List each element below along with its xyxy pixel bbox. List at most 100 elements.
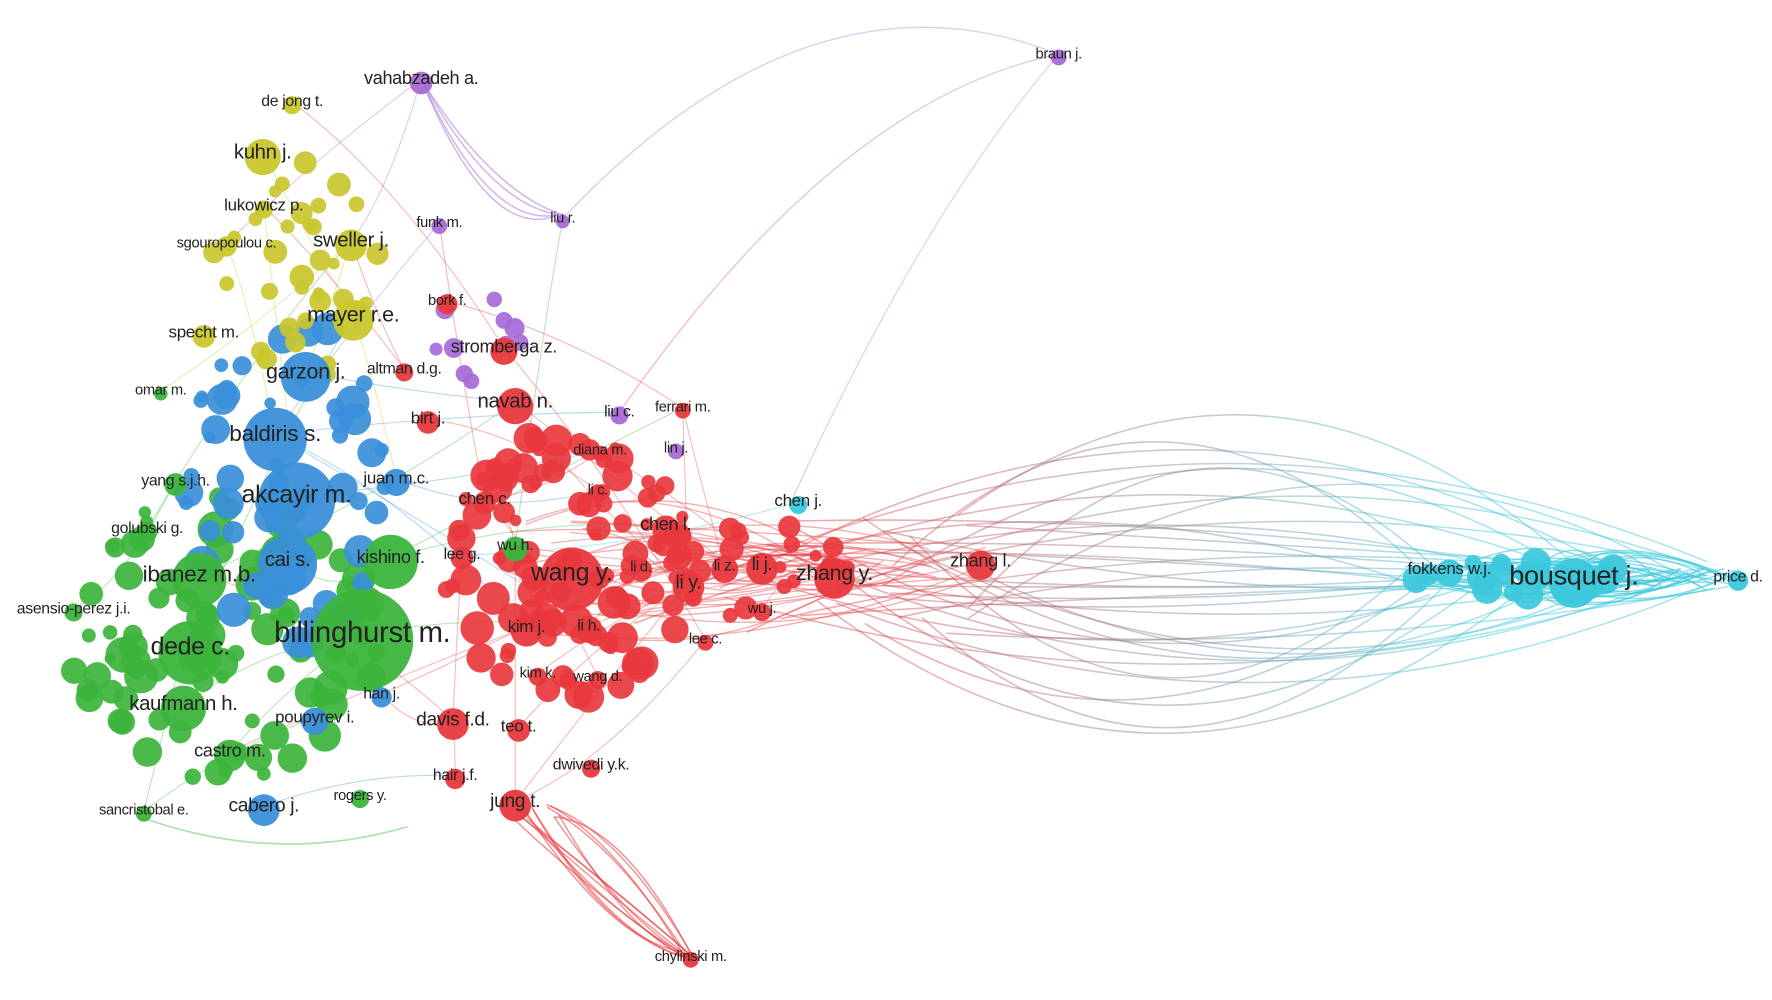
link (883, 467, 1601, 593)
node-label: billinghurst m. (274, 616, 450, 649)
node (132, 737, 163, 767)
node (476, 471, 491, 487)
node (148, 587, 170, 609)
link (515, 820, 684, 958)
node (429, 342, 443, 356)
node-label: lukowicz p. (224, 196, 303, 215)
node (443, 338, 464, 358)
node-label: hair j.f. (433, 767, 478, 784)
link (630, 543, 818, 592)
node-label: wang y. (530, 559, 613, 587)
node-label: dwivedi y.k. (553, 757, 630, 774)
node (293, 151, 317, 175)
node-label: yang s.j.h. (141, 473, 209, 490)
node-label: fokkens w.j. (1407, 559, 1491, 578)
node-label: han j. (363, 685, 400, 702)
node-label: wu j. (747, 601, 777, 617)
node-label: bork f. (428, 293, 466, 309)
node-label: jung t. (489, 791, 540, 812)
node-label: asensio-perez j.i. (17, 600, 131, 617)
node (267, 665, 285, 683)
node (528, 667, 547, 686)
node (164, 473, 187, 496)
node-label: sweller j. (313, 230, 389, 252)
node (711, 555, 739, 583)
node-label: li y. (676, 572, 702, 593)
node-label: chen l. (640, 514, 691, 534)
node (1598, 554, 1628, 584)
node (466, 643, 496, 673)
node-label: price d. (1713, 569, 1762, 586)
node (507, 719, 530, 742)
node (363, 534, 418, 590)
node (499, 647, 515, 664)
node (499, 789, 532, 822)
node (697, 634, 714, 651)
node-label: braun j. (1036, 46, 1082, 62)
link (864, 590, 1412, 701)
node-label: specht m. (169, 322, 240, 341)
node (629, 663, 650, 684)
node (364, 500, 389, 525)
node (722, 607, 738, 623)
node (195, 390, 208, 403)
node (409, 71, 433, 95)
node (311, 589, 414, 692)
node (729, 522, 747, 540)
link (350, 79, 422, 242)
node-label: davis f.d. (416, 709, 490, 730)
node-label: rogers y. (334, 788, 387, 804)
node (219, 276, 235, 292)
node (244, 743, 273, 772)
node-label: lee c. (689, 632, 722, 648)
node (662, 594, 684, 616)
node-label: birt j. (411, 409, 445, 428)
node (614, 593, 641, 620)
node (431, 218, 448, 235)
link (909, 535, 1409, 679)
node (598, 632, 619, 653)
node-label: ibanez m.b. (143, 561, 256, 586)
link (525, 501, 824, 576)
node (473, 491, 496, 515)
node-label: akcayir m. (242, 481, 352, 509)
node-label: liu c. (604, 403, 635, 420)
link (275, 411, 620, 436)
node (575, 615, 603, 644)
node (243, 407, 307, 472)
node (327, 172, 351, 197)
node (490, 337, 518, 365)
node (668, 443, 684, 460)
node (214, 358, 229, 373)
node (809, 550, 822, 562)
node (610, 406, 629, 425)
node (814, 558, 855, 599)
link (723, 573, 1704, 665)
link (792, 54, 1060, 499)
node (510, 614, 543, 647)
node (251, 613, 284, 646)
node (232, 356, 252, 376)
node (676, 510, 689, 523)
node (460, 611, 494, 645)
node-label: poupyrev i. (275, 707, 354, 726)
node (458, 492, 473, 507)
node (682, 540, 705, 563)
link (741, 552, 1505, 594)
node (81, 628, 96, 643)
node (254, 200, 273, 219)
link (135, 814, 408, 845)
node (437, 581, 455, 599)
node (216, 236, 237, 257)
node-label: castro m. (194, 741, 265, 761)
node (244, 138, 281, 176)
node-label: kaufmann h. (129, 693, 237, 715)
node (309, 290, 331, 312)
node (135, 805, 152, 822)
node-label: li d. (630, 559, 651, 575)
node (294, 677, 326, 708)
labels: vahabzadeh a. braun j. de jong t. kuhn j. lu… (17, 46, 1763, 964)
node (450, 564, 482, 596)
node (652, 515, 680, 543)
node-label: sgouropoulou c. (177, 235, 277, 251)
